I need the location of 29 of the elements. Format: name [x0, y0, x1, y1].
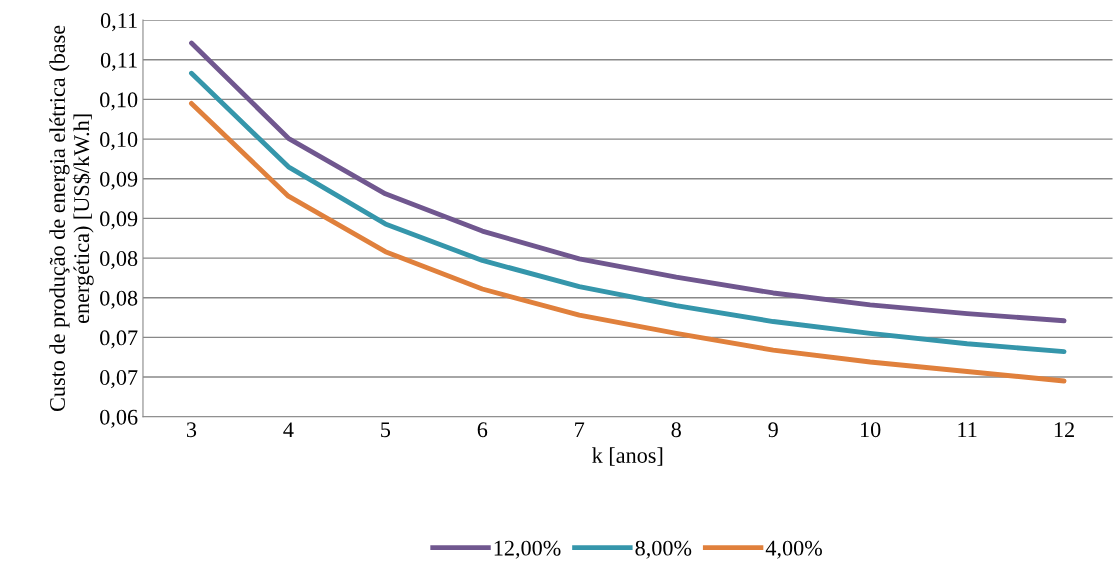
line-series	[189, 70, 1067, 355]
x-tick-label: 9	[768, 422, 778, 438]
y-tick-label: 0,07	[100, 330, 138, 349]
y-tick-label: 0,06	[100, 409, 138, 428]
x-tick-label: 7	[575, 422, 585, 438]
y-tick-label: 0,11	[100, 13, 137, 32]
legend-label: 12,00%	[494, 540, 561, 559]
x-axis-title: k [anos]	[592, 447, 663, 466]
line-series	[189, 40, 1067, 324]
legend-label: 4,00%	[765, 540, 822, 559]
line-series	[189, 100, 1067, 384]
y-tick-label: 0,09	[100, 171, 138, 190]
x-tick-label: 10	[860, 422, 881, 438]
y-tick-label: 0,09	[100, 211, 138, 230]
y-tick-label: 0,08	[100, 290, 138, 309]
y-tick-label: 0,07	[100, 369, 138, 389]
y-tick-label: 0,10	[100, 132, 138, 151]
legend-label: 8,00%	[635, 540, 692, 559]
x-tick-label: 8	[671, 422, 681, 438]
x-tick-label: 5	[381, 422, 391, 438]
y-tick-label: 0,11	[100, 52, 137, 71]
x-tick-label: 6	[477, 422, 488, 438]
y-tick-label: 0,10	[100, 92, 138, 111]
y-tick-label: 0,08	[100, 251, 138, 270]
y-axis-title: Custo de produção de energia elétrica (base energética) [US$/kW.h]	[49, 25, 94, 412]
x-tick-label: 3	[186, 422, 197, 438]
x-tick-label: 12	[1054, 422, 1074, 438]
x-tick-label: 4	[283, 422, 294, 438]
x-tick-label: 11	[958, 422, 977, 438]
